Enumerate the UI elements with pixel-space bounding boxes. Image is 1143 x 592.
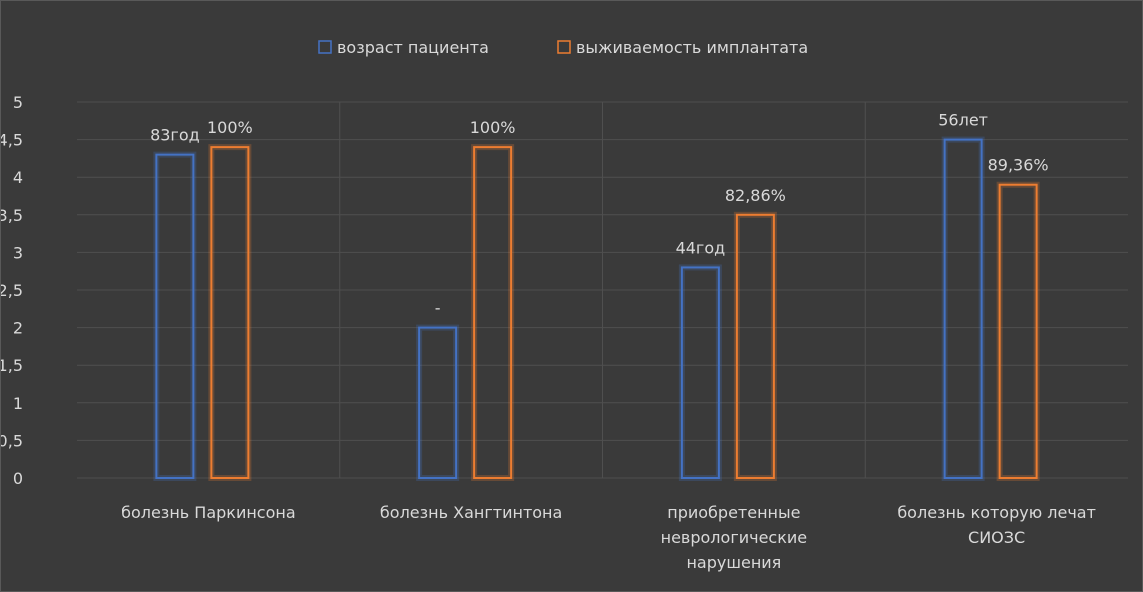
data-label: 44год — [676, 238, 726, 257]
data-label: 83год — [150, 126, 200, 145]
data-label: 100% — [207, 118, 253, 137]
category-label: болезнь которую лечат — [897, 503, 1096, 522]
bar-glow — [153, 151, 197, 481]
data-label: - — [435, 299, 441, 318]
y-tick-label: 2 — [13, 319, 23, 338]
bar-glow — [678, 264, 722, 481]
bar-glow — [208, 144, 252, 481]
data-label: 89,36% — [988, 156, 1049, 175]
bar-glow — [733, 211, 777, 482]
y-tick-label: 1,5 — [1, 356, 23, 375]
bar[interactable] — [943, 138, 983, 479]
y-tick-label: 3,5 — [1, 206, 23, 225]
y-tick-label: 4 — [13, 168, 23, 187]
bar[interactable] — [473, 146, 513, 479]
y-tick-label: 3 — [13, 243, 23, 262]
legend-swatch — [318, 40, 332, 54]
bar[interactable] — [210, 146, 250, 479]
bar[interactable] — [418, 326, 458, 479]
bar[interactable] — [680, 266, 720, 479]
legend-label: возраст пациента — [337, 38, 489, 57]
category-label: приобретенные — [667, 503, 800, 522]
category-label: СИОЗС — [968, 528, 1025, 547]
y-tick-label: 4,5 — [1, 131, 23, 150]
y-tick-label: 5 — [13, 93, 23, 112]
legend-swatch — [557, 40, 571, 54]
y-tick-label: 2,5 — [1, 281, 23, 300]
bar-glow — [996, 181, 1040, 481]
y-tick-label: 0 — [13, 469, 23, 488]
bar-glow — [941, 136, 985, 481]
bar[interactable] — [998, 183, 1038, 479]
bar-glow — [471, 144, 515, 481]
legend-label: выживаемость имплантата — [576, 38, 808, 57]
category-label: нарушения — [686, 553, 781, 572]
bar[interactable] — [155, 153, 195, 479]
bar[interactable] — [735, 213, 775, 480]
data-label: 82,86% — [725, 186, 786, 205]
data-label: 100% — [470, 118, 516, 137]
y-tick-label: 0,5 — [1, 431, 23, 450]
category-label: неврологические — [661, 528, 808, 547]
y-tick-label: 1 — [13, 394, 23, 413]
category-label: болезнь Паркинсона — [121, 503, 296, 522]
data-label: 56лет — [938, 111, 988, 130]
category-label: болезнь Хангтинтона — [380, 503, 562, 522]
